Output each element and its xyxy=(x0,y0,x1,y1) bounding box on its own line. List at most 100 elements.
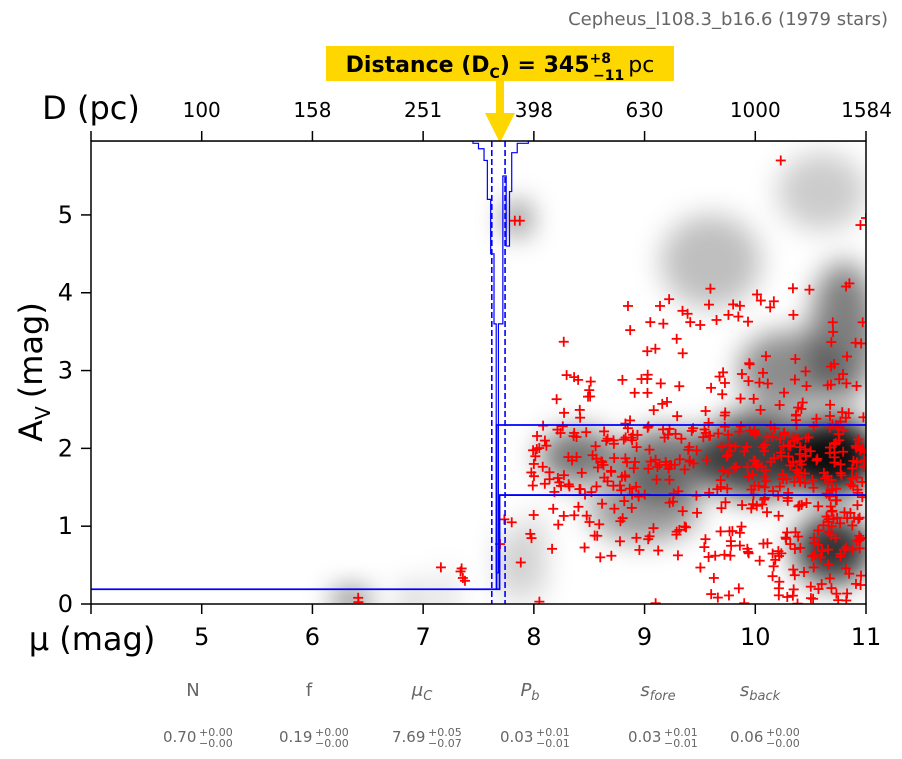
star-marker xyxy=(688,458,699,469)
star-marker xyxy=(820,473,831,484)
star-marker xyxy=(719,549,730,560)
star-marker xyxy=(800,477,811,488)
star-marker xyxy=(804,284,815,295)
density-blob xyxy=(503,201,531,236)
star-marker xyxy=(765,302,776,313)
density-blob xyxy=(331,592,372,604)
star-marker xyxy=(827,317,838,328)
top-tick-label: 158 xyxy=(293,98,331,122)
density-blob xyxy=(661,214,761,309)
star-marker xyxy=(748,455,759,466)
star-marker xyxy=(787,283,798,294)
star-marker xyxy=(739,598,750,604)
star-marker xyxy=(805,581,816,592)
star-marker xyxy=(530,451,541,462)
star-marker xyxy=(573,374,584,385)
star-marker xyxy=(818,467,829,478)
star-marker xyxy=(767,571,778,582)
star-marker xyxy=(751,500,762,511)
star-marker xyxy=(576,467,587,478)
star-marker xyxy=(854,543,865,554)
star-marker xyxy=(847,463,858,474)
star-marker xyxy=(766,431,777,442)
star-marker xyxy=(648,405,659,416)
star-marker xyxy=(767,548,778,559)
star-marker xyxy=(734,527,745,538)
star-marker xyxy=(858,461,866,472)
star-marker xyxy=(788,564,799,575)
star-marker xyxy=(726,540,737,551)
star-marker xyxy=(800,450,811,461)
star-marker xyxy=(782,527,793,538)
param-lower-error: −0.00 xyxy=(315,737,349,750)
star-marker xyxy=(712,592,723,603)
star-marker xyxy=(704,487,715,498)
star-marker xyxy=(788,309,799,320)
y-tick-label: 2 xyxy=(58,434,73,462)
star-marker xyxy=(824,448,835,459)
star-marker xyxy=(590,441,601,452)
star-marker xyxy=(592,530,603,541)
star-marker xyxy=(795,542,806,553)
star-marker xyxy=(750,429,761,440)
star-marker xyxy=(672,411,683,422)
star-marker xyxy=(631,481,642,492)
star-marker xyxy=(534,596,545,604)
star-marker xyxy=(824,573,835,584)
star-marker xyxy=(785,539,796,550)
star-marker xyxy=(854,534,865,545)
star-marker xyxy=(658,424,669,435)
star-marker xyxy=(528,471,539,482)
star-marker xyxy=(528,458,539,469)
param-name-main: μ xyxy=(411,680,423,701)
param-value: 0.70 xyxy=(163,728,196,746)
star-marker xyxy=(699,542,710,553)
star-marker xyxy=(598,459,609,470)
param-name-sub: back xyxy=(749,689,780,704)
star-marker xyxy=(775,434,786,445)
star-marker xyxy=(757,367,768,378)
star-marker xyxy=(677,506,688,517)
star-marker xyxy=(801,498,812,509)
star-marker xyxy=(858,412,866,423)
star-marker xyxy=(605,465,616,476)
star-marker xyxy=(642,387,653,398)
star-marker xyxy=(735,393,746,404)
star-marker xyxy=(779,427,790,438)
star-marker xyxy=(555,428,566,439)
star-marker xyxy=(800,432,811,443)
star-marker xyxy=(723,590,734,601)
star-marker xyxy=(818,520,829,531)
star-marker xyxy=(813,525,824,536)
star-marker xyxy=(836,470,847,481)
star-marker xyxy=(852,500,863,511)
star-marker xyxy=(558,470,569,481)
star-marker xyxy=(710,550,721,561)
star-marker xyxy=(594,519,605,530)
star-marker xyxy=(674,454,685,465)
y-tick-label: 4 xyxy=(58,279,73,307)
star-marker xyxy=(627,435,638,446)
star-marker xyxy=(734,300,745,311)
star-marker xyxy=(827,485,838,496)
star-marker xyxy=(776,450,787,461)
star-marker xyxy=(671,529,682,540)
distance-subscript: C xyxy=(490,66,500,82)
star-marker xyxy=(643,463,654,474)
star-marker xyxy=(632,429,643,440)
star-marker xyxy=(620,432,631,443)
star-marker xyxy=(727,526,738,537)
star-marker xyxy=(847,520,858,531)
star-marker xyxy=(788,432,799,443)
star-marker xyxy=(856,338,866,349)
star-marker xyxy=(757,499,768,510)
star-marker xyxy=(816,579,827,590)
star-marker xyxy=(746,503,757,514)
y-tick-label: 5 xyxy=(58,201,73,229)
star-markers xyxy=(353,155,866,604)
star-marker xyxy=(776,548,787,559)
star-marker xyxy=(624,483,635,494)
star-marker xyxy=(754,555,765,566)
star-marker xyxy=(657,398,668,409)
star-marker xyxy=(744,359,755,370)
